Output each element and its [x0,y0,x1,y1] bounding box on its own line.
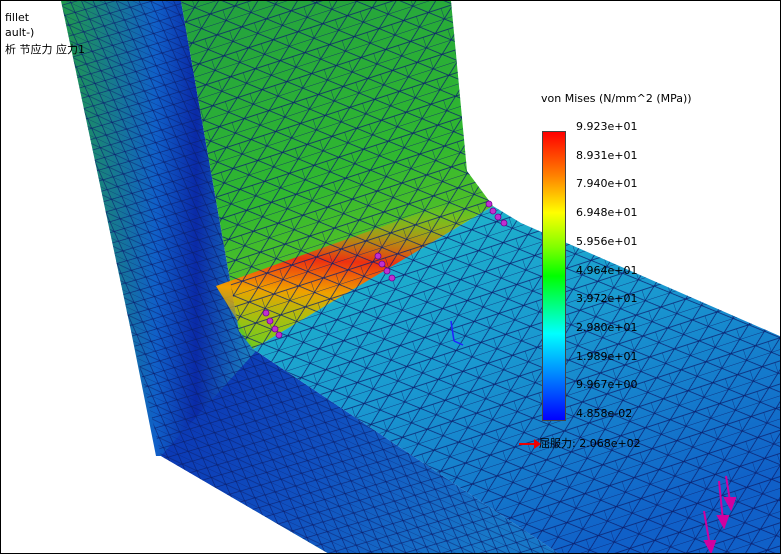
legend-label: 8.931e+01 [576,148,638,162]
legend-label: 9.967e+00 [576,378,638,392]
legend-label: 4.858e-02 [576,407,633,420]
fixture-icon [262,200,508,339]
yield-arrow-icon [519,439,541,449]
yield-strength: 屈服力: 2.068e+02 [519,435,641,451]
legend-label: 7.940e+01 [576,177,638,191]
legend-title: von Mises (N/mm^2 (MPa)) [541,92,692,105]
legend-label: 3.972e+01 [576,292,638,306]
load-arrow-icon [703,475,737,553]
study-name: fillet [5,11,30,24]
triad-icon [450,320,464,346]
legend-label: 1.989e+01 [576,349,638,363]
config-name: ault-) [5,26,35,39]
color-bar [542,131,566,421]
legend-label: 2.980e+01 [576,320,638,334]
legend-label: 9.923e+01 [576,120,638,133]
legend-label: 5.956e+01 [576,234,638,248]
legend-label: 4.964e+01 [576,263,638,277]
legend-label: 6.948e+01 [576,206,638,220]
yield-label: 屈服力: 2.068e+02 [539,437,641,450]
plot-name: 析 节应力 应力1 [5,43,85,56]
